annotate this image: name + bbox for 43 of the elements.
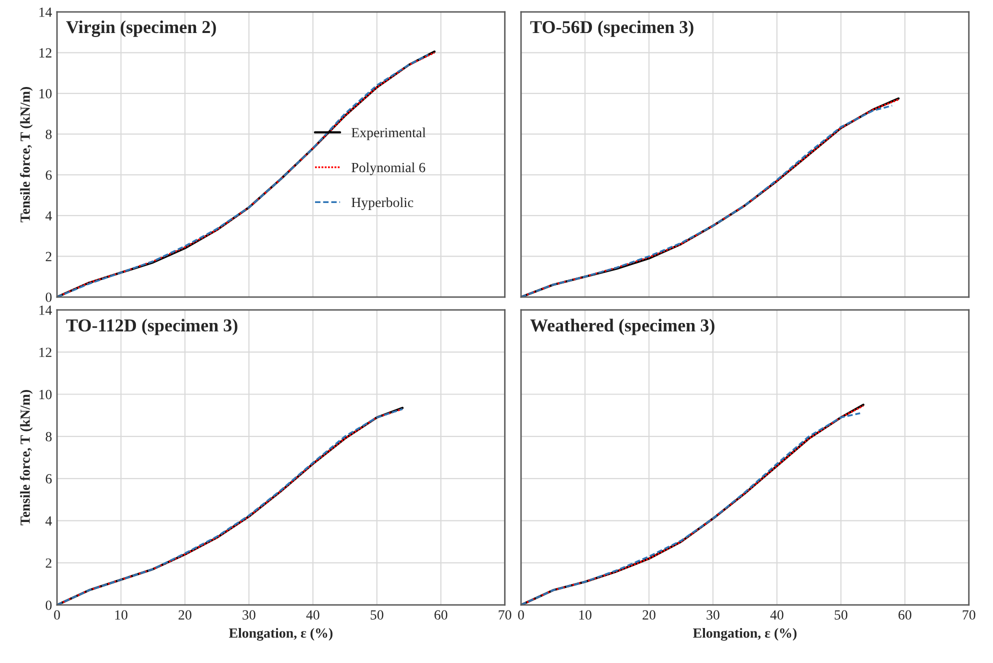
y-tick-label: 14 [39, 8, 52, 17]
y-axis-title: Tensile force, T (kN/m) [20, 87, 33, 222]
y-tick-label: 8 [46, 432, 52, 442]
x-tick-label: 0 [518, 610, 524, 620]
y-tick-label: 2 [46, 252, 52, 262]
y-tick-label: 0 [46, 292, 52, 302]
x-tick-label: 50 [370, 610, 384, 620]
x-tick-label: 30 [242, 610, 256, 620]
chart-title: Virgin (specimen 2) [66, 20, 216, 37]
y-tick-label: 12 [39, 348, 52, 357]
y-tick-label: 12 [39, 48, 52, 58]
x-tick-label: 70 [498, 610, 512, 620]
legend-label: Polynomial 6 [352, 162, 426, 176]
y-tick-label: 4 [45, 516, 52, 526]
x-tick-label: 40 [770, 610, 784, 620]
x-tick-label: 60 [434, 610, 448, 620]
x-tick-label: 20 [642, 610, 656, 620]
x-tick-label: 10 [115, 610, 128, 620]
y-axis-title: Tensile force, T (kN/m) [20, 390, 33, 526]
y-tick-label: 10 [39, 88, 52, 98]
y-tick-label: 6 [46, 474, 52, 484]
y-tick-label: 10 [39, 390, 52, 400]
y-tick-label: 8 [46, 130, 52, 140]
x-tick-label: 50 [834, 610, 848, 620]
legend-label: Hyperbolic [352, 197, 414, 210]
x-tick-label: 20 [178, 610, 192, 620]
y-tick-label: 4 [45, 211, 52, 220]
x-tick-label: 40 [306, 610, 320, 620]
y-tick-label: 0 [46, 600, 52, 610]
chart-title: TO-112D (specimen 3) [66, 318, 238, 336]
x-tick-label: 70 [962, 610, 976, 620]
x-tick-label: 60 [898, 610, 912, 620]
x-tick-label: 10 [579, 610, 592, 620]
x-axis-title: Elongation, ε (%) [693, 628, 796, 641]
legend-label: Experimental [352, 128, 426, 140]
x-axis-title: Elongation, ε (%) [228, 628, 332, 641]
y-tick-label: 14 [39, 306, 52, 315]
x-tick-label: 30 [706, 610, 720, 620]
y-tick-label: 6 [46, 170, 52, 180]
y-tick-label: 2 [46, 558, 52, 568]
chart-title: TO-56D (specimen 3) [530, 20, 694, 37]
x-tick-label: 0 [54, 610, 60, 620]
chart-title: Weathered (specimen 3) [530, 318, 714, 336]
